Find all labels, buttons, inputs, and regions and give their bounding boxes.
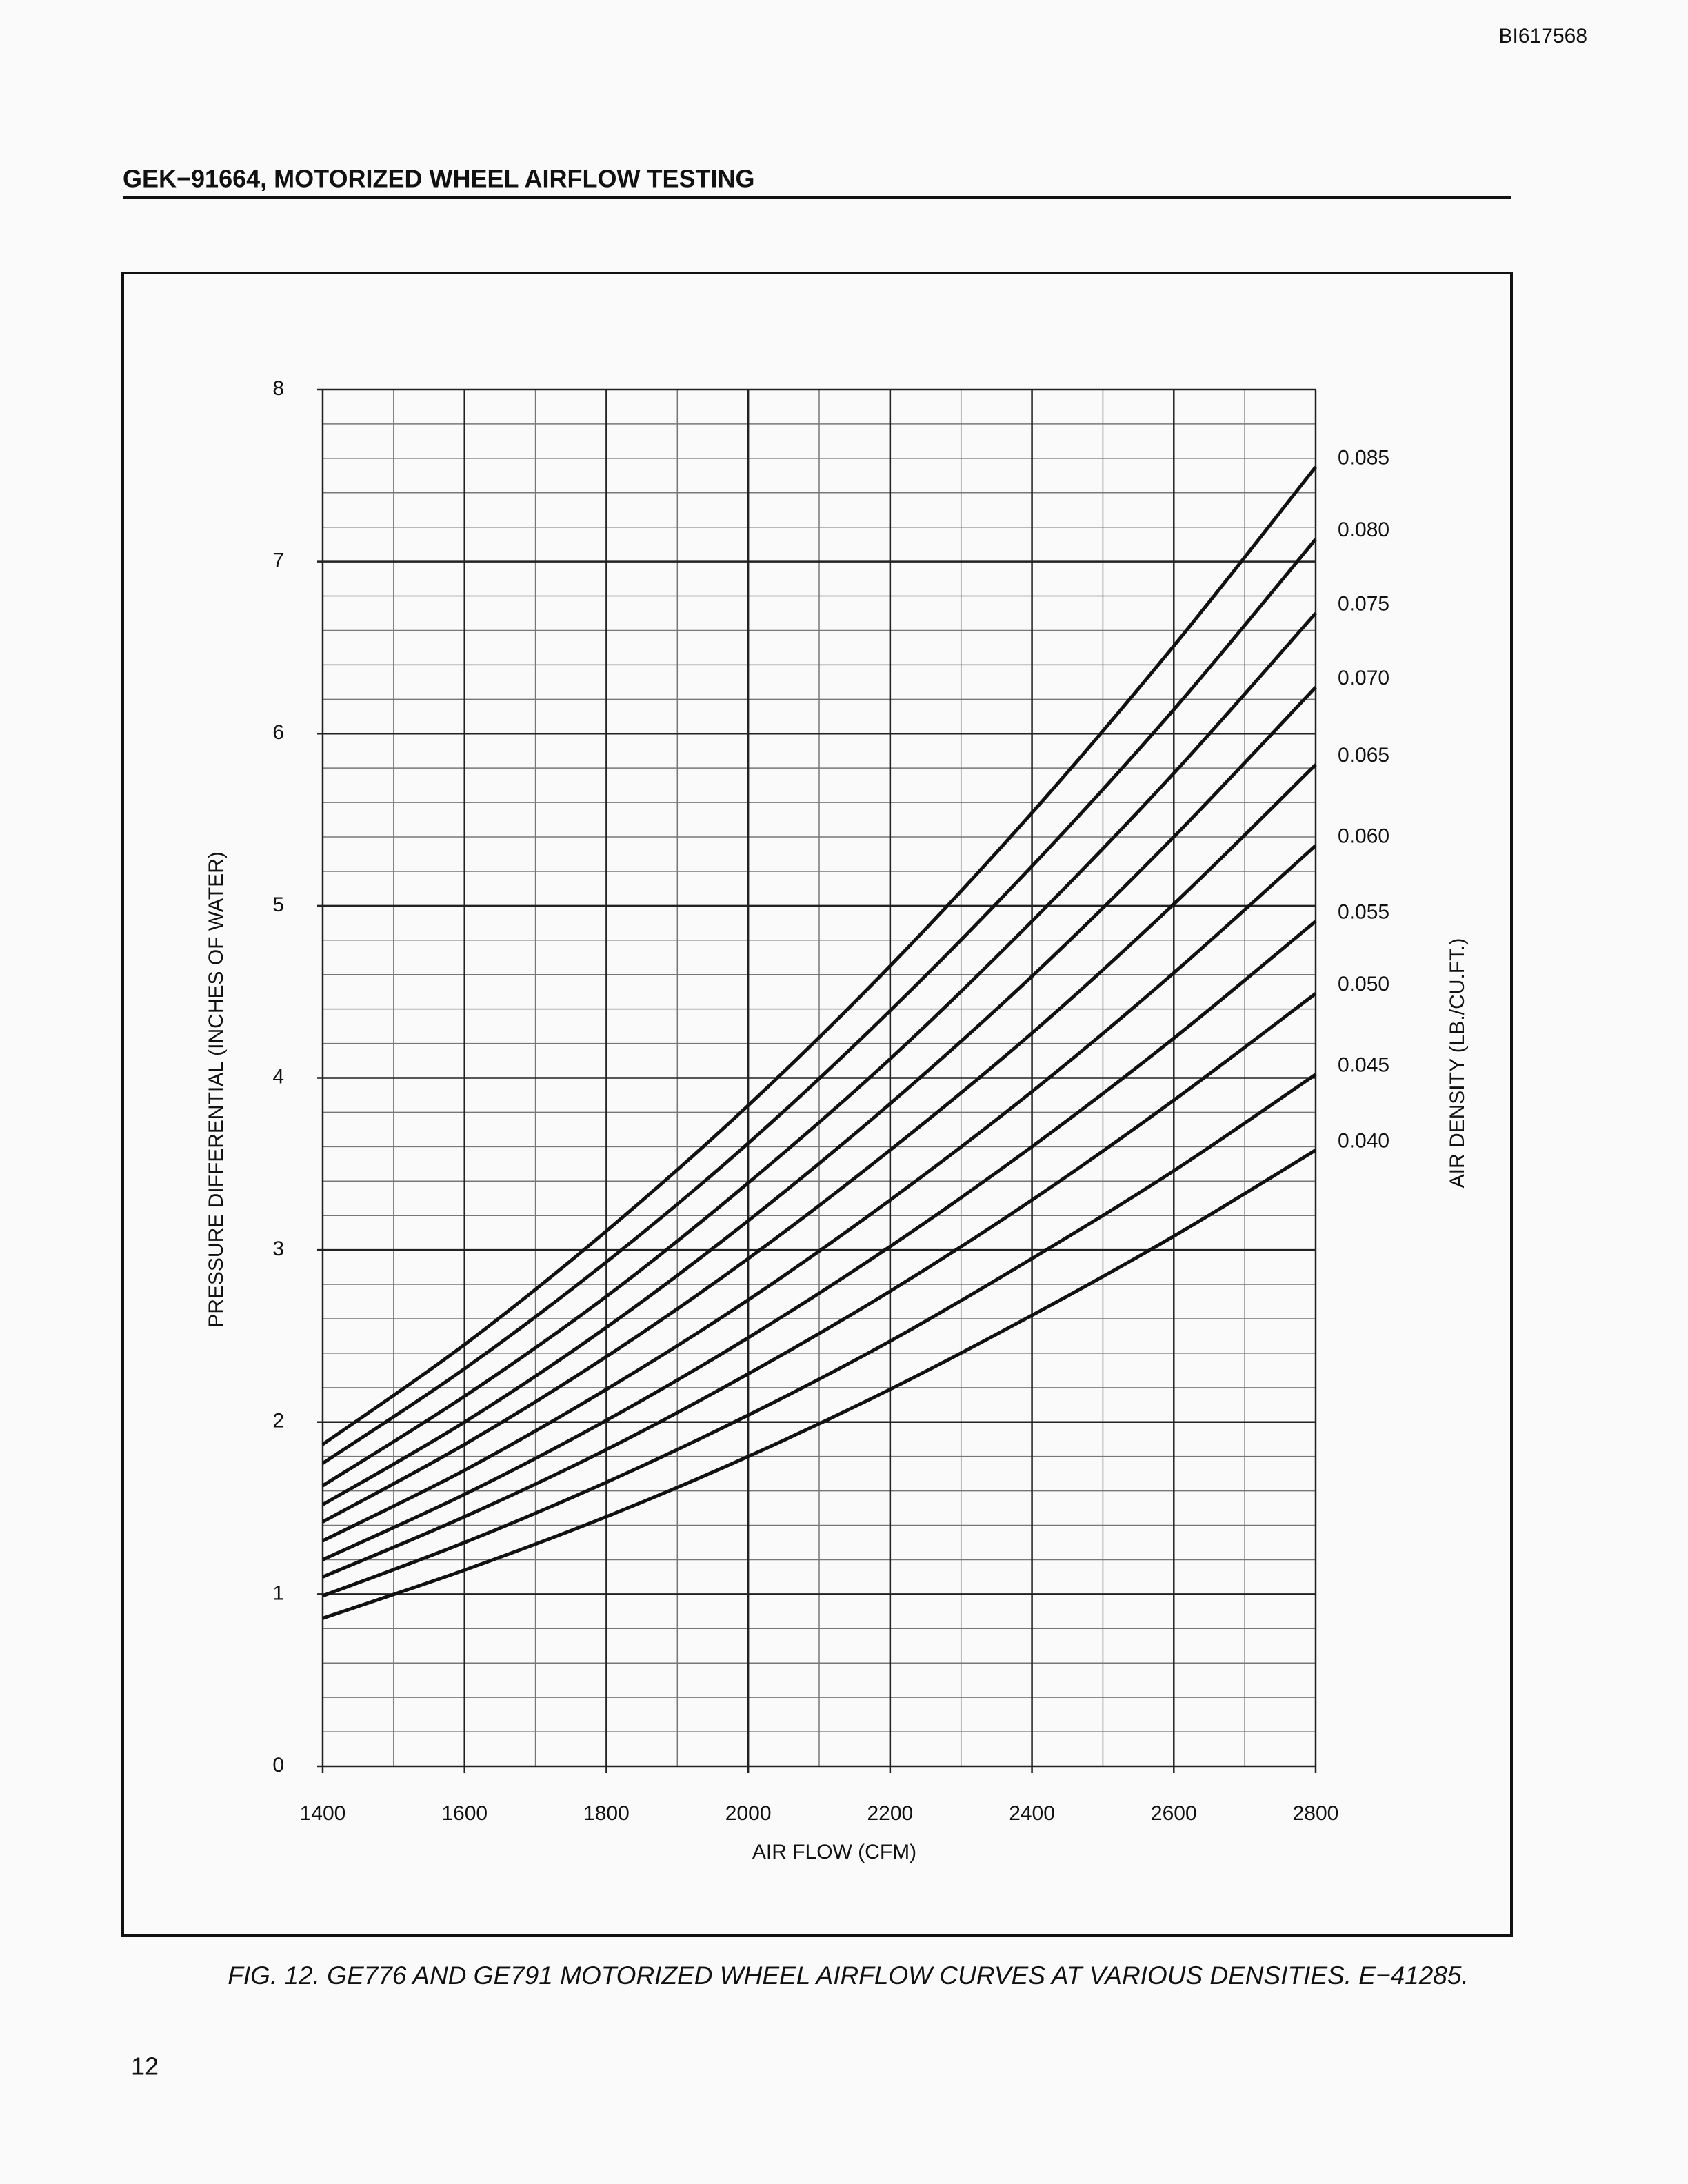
series-label: 0.055: [1338, 900, 1389, 923]
series-label: 0.065: [1338, 744, 1389, 767]
airflow-curve: [321, 920, 1317, 1561]
y-tick-label: 5: [272, 893, 284, 916]
x-tick-label: 2200: [867, 1802, 913, 1825]
series-label: 0.070: [1338, 667, 1389, 689]
x-tick-label: 1800: [583, 1802, 630, 1825]
section-title: GEK−91664, MOTORIZED WHEEL AIRFLOW TESTI…: [123, 165, 754, 193]
y-tick-label: 0: [272, 1754, 284, 1777]
airflow-curve: [321, 538, 1317, 1465]
figure-frame: [121, 272, 1513, 1937]
y-tick-label: 4: [272, 1065, 284, 1088]
series-label: 0.085: [1338, 446, 1389, 469]
airflow-curve: [321, 844, 1317, 1543]
series-label: 0.050: [1338, 973, 1389, 995]
airflow-curve: [322, 1073, 1317, 1598]
series-label: 0.080: [1338, 518, 1389, 541]
y-tick-label: 8: [272, 377, 284, 400]
airflow-curve: [321, 611, 1317, 1488]
x-tick-label: 2800: [1293, 1802, 1339, 1825]
doc-id: BI617568: [1499, 25, 1587, 48]
x-tick-label: 1600: [441, 1802, 488, 1825]
airflow-curve: [321, 465, 1317, 1446]
page-number: 12: [131, 2052, 159, 2081]
series-label: 0.045: [1338, 1053, 1389, 1076]
y-tick-label: 2: [272, 1410, 284, 1433]
x-tick-label: 2000: [725, 1802, 772, 1825]
caption: FIG. 12. GE776 AND GE791 MOTORIZED WHEEL…: [228, 1961, 1469, 1990]
series-label: 0.075: [1338, 592, 1389, 615]
x-axis-label: AIR FLOW (CFM): [752, 1841, 916, 1863]
airflow-curve: [322, 1149, 1317, 1620]
airflow-curve: [321, 763, 1317, 1524]
airflow-curve: [321, 686, 1317, 1506]
plot: 1400 1600 1800 2000 2200 2400 2600 2800 0 1 2 3 4 5 6 7…: [205, 377, 1469, 1863]
y-axis-label: PRESSURE DIFFERENTIAL (INCHES OF WATER): [205, 851, 228, 1328]
y-tick-label: 1: [272, 1581, 284, 1604]
series-label: 0.060: [1338, 825, 1389, 847]
legend-title: AIR DENSITY (LB./CU.FT.): [1446, 938, 1469, 1189]
x-tick-label: 2600: [1151, 1802, 1197, 1825]
y-tick-label: 3: [272, 1237, 284, 1260]
x-tick-label: 2400: [1009, 1802, 1055, 1825]
series-label: 0.040: [1338, 1129, 1389, 1152]
airflow-curve: [322, 992, 1317, 1579]
y-tick-label: 7: [272, 549, 284, 572]
y-tick-label: 6: [272, 721, 284, 744]
x-tick-label: 1400: [300, 1802, 346, 1825]
